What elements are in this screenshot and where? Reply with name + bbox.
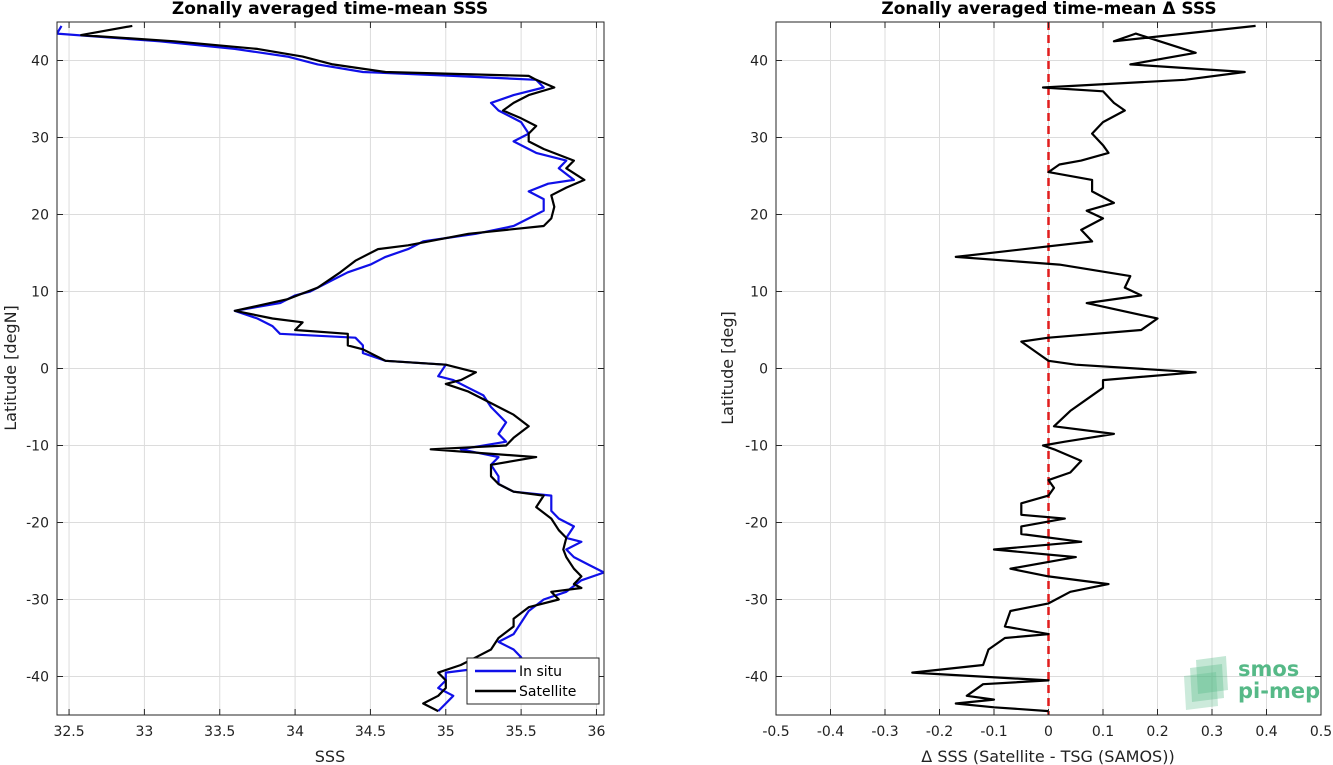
- left-chart-ytick-label: -40: [26, 670, 49, 686]
- left-chart-ytick-label: 30: [31, 131, 49, 147]
- right-chart-ytick-label: 0: [759, 362, 768, 378]
- left-chart-ticks: 32.5 33 33.5 34 34.5 35 35.5 36 40 30 20 10 0 -10 -20 -…: [26, 22, 605, 740]
- right-chart-ytick-label: 10: [750, 285, 768, 301]
- chart-legend: In situ Satellite: [466, 657, 600, 705]
- logo-text-pi-mep: pi-mep: [1238, 679, 1320, 703]
- right-chart-xtick-label: 0: [1044, 724, 1053, 740]
- logo-text-smos: smos: [1238, 657, 1299, 681]
- left-chart-ytick-label: -10: [26, 439, 49, 455]
- legend-label-in-situ: In situ: [519, 664, 562, 680]
- left-chart-xtick-label: 35: [437, 724, 455, 740]
- left-chart-xtick-label: 35.5: [506, 724, 537, 740]
- left-chart-ytick-label: -20: [26, 516, 49, 532]
- left-chart-grid: [57, 22, 604, 715]
- right-chart-ytick-label: -10: [745, 439, 768, 455]
- legend-box: [466, 657, 600, 705]
- right-chart-ytick-label: -30: [745, 593, 768, 609]
- series-line-delta-sss: [911, 24, 1256, 713]
- right-chart-xtick-label: 0.1: [1092, 724, 1114, 740]
- logo-wave-icon: [1184, 656, 1228, 710]
- left-chart-xtick-label: 32.5: [53, 724, 84, 740]
- right-chart: Zonally averaged time-mean Δ SSS -0.5 -0.…: [718, 0, 1332, 765]
- right-chart-xtick-label: 0.4: [1255, 724, 1277, 740]
- right-chart-xtick-label: -0.5: [762, 724, 789, 740]
- left-chart-ytick-label: -30: [26, 593, 49, 609]
- right-chart-xtick-label: -0.4: [817, 724, 844, 740]
- left-chart-xtick-label: 36: [588, 724, 606, 740]
- right-chart-xtick-label: -0.1: [980, 724, 1007, 740]
- left-chart: Zonally averaged time-mean SSS 32.5 33 33.…: [1, 0, 605, 765]
- smos-pi-mep-logo: smos pi-mep: [1184, 656, 1320, 710]
- legend-label-satellite: Satellite: [519, 684, 576, 700]
- right-chart-xtick-label: -0.2: [926, 724, 953, 740]
- right-chart-ytick-label: 40: [750, 54, 768, 70]
- right-chart-title: Zonally averaged time-mean Δ SSS: [881, 0, 1216, 19]
- left-chart-ytick-label: 10: [31, 285, 49, 301]
- right-chart-ytick-label: -40: [745, 670, 768, 686]
- left-chart-xtick-label: 34: [286, 724, 304, 740]
- series-line-satellite: [80, 24, 586, 713]
- right-chart-xlabel: Δ SSS (Satellite - TSG (SAMOS)): [921, 747, 1174, 765]
- right-chart-ytick-label: 20: [750, 208, 768, 224]
- left-chart-xtick-label: 33: [135, 724, 153, 740]
- left-chart-xtick-label: 34.5: [355, 724, 386, 740]
- left-chart-ytick-label: 20: [31, 208, 49, 224]
- left-chart-title: Zonally averaged time-mean SSS: [172, 0, 488, 19]
- right-chart-xtick-label: 0.2: [1146, 724, 1168, 740]
- right-chart-ylabel: Latitude [deg]: [718, 311, 737, 425]
- left-chart-ylabel: Latitude [degN]: [1, 305, 20, 431]
- left-chart-series: [57, 24, 604, 713]
- right-chart-ytick-label: -20: [745, 516, 768, 532]
- left-chart-xtick-label: 33.5: [204, 724, 235, 740]
- right-chart-xtick-label: 0.3: [1201, 724, 1223, 740]
- right-chart-ticks: -0.5 -0.4 -0.3 -0.2 -0.1 0 0.1 0.2 0.3 0.4 0.5 40 30…: [745, 22, 1332, 740]
- right-chart-series: [911, 24, 1256, 713]
- right-chart-ytick-label: 30: [750, 131, 768, 147]
- left-chart-ytick-label: 40: [31, 54, 49, 70]
- right-chart-xtick-label: -0.3: [871, 724, 898, 740]
- right-chart-xtick-label: 0.5: [1310, 724, 1332, 740]
- left-chart-ytick-label: 0: [40, 362, 49, 378]
- left-chart-xlabel: SSS: [315, 747, 345, 765]
